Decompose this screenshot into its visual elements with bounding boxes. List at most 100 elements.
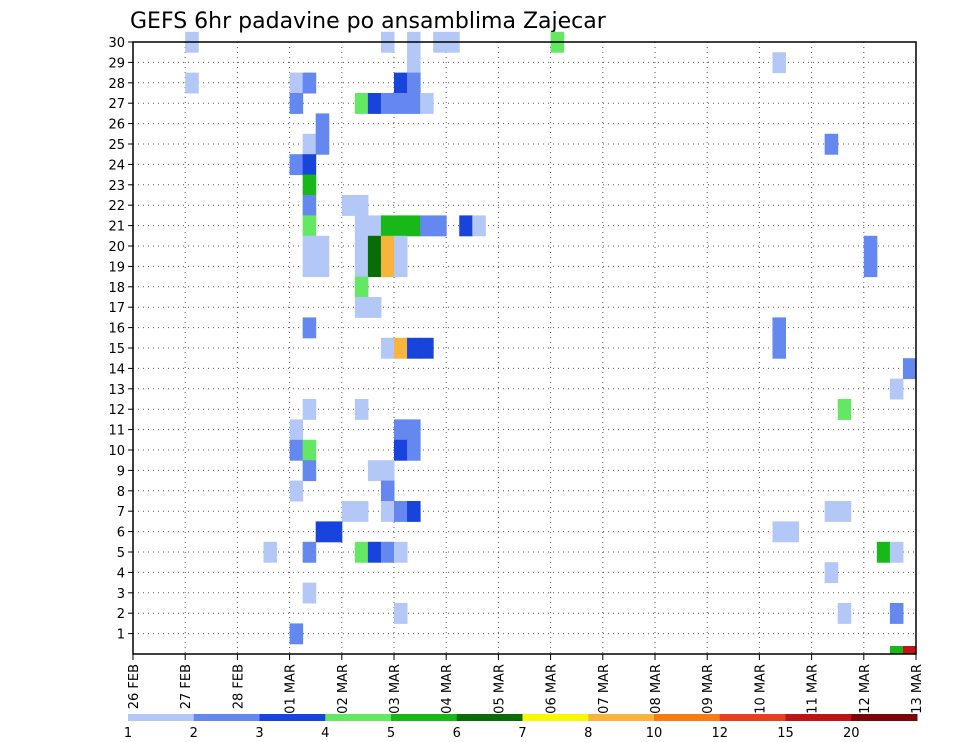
- heatmap-cell: [302, 399, 317, 420]
- heatmap-cell: [302, 439, 317, 461]
- x-tick-label: 13 MAR: [910, 664, 925, 714]
- x-tick-label: 05 MAR: [492, 664, 507, 714]
- heatmap-cell: [302, 582, 317, 604]
- x-tick-label: 26 FEB: [127, 664, 142, 709]
- heatmap-cell: [289, 93, 304, 114]
- y-tick-label: 11: [108, 424, 125, 439]
- heatmap-cell: [772, 317, 786, 339]
- heatmap-cell: [472, 215, 486, 237]
- y-tick-label: 5: [117, 546, 125, 561]
- heatmap-cell: [407, 337, 421, 359]
- heatmap-cell: [394, 603, 408, 624]
- heatmap-cell: [380, 501, 395, 522]
- heatmap-cell: [354, 195, 369, 216]
- colorbar-swatch: [325, 714, 392, 721]
- y-tick-label: 30: [108, 36, 125, 51]
- colorbar-swatch: [456, 714, 523, 721]
- x-tick-label: 02 MAR: [336, 664, 351, 714]
- heatmap-cell: [315, 133, 330, 155]
- heatmap-cell: [837, 603, 852, 624]
- x-axis-ticks: 26 FEB 27 FEB 28 FEB 01 MAR 02 MAR 03 MAR 04 M…: [127, 654, 925, 714]
- heatmap-cell: [354, 541, 369, 563]
- heatmap-cell: [394, 256, 408, 278]
- x-tick-label: 28 FEB: [231, 664, 246, 709]
- heatmap-cell: [354, 256, 369, 278]
- colorbar-label: 3: [255, 726, 263, 741]
- heatmap-cell: [420, 93, 434, 114]
- y-tick-label: 15: [108, 342, 125, 357]
- heatmap-cell: [394, 541, 408, 563]
- heatmap-cell: [394, 93, 408, 114]
- grid: [133, 41, 916, 654]
- heatmap-cell: [302, 154, 317, 176]
- heatmap-cell: [433, 215, 447, 237]
- heatmap-cell: [354, 297, 369, 318]
- y-tick-label: 6: [117, 526, 125, 541]
- colorbar-label: 15: [777, 726, 794, 741]
- heatmap-cell: [394, 501, 408, 522]
- heatmap-cell: [824, 501, 839, 522]
- heatmap-cell: [824, 562, 839, 584]
- y-tick-label: 9: [117, 464, 125, 479]
- y-tick-label: 19: [108, 260, 125, 275]
- heatmap-cell: [263, 541, 278, 563]
- heatmap-cell: [302, 174, 317, 196]
- x-tick-label: 04 MAR: [440, 664, 455, 714]
- y-tick-label: 3: [117, 587, 125, 602]
- colorbar-label: 20: [843, 726, 860, 741]
- colorbar-swatch: [588, 714, 655, 721]
- x-tick-label: 27 FEB: [179, 664, 194, 709]
- heatmap-cell: [394, 235, 408, 257]
- heatmap-cell: [328, 521, 343, 543]
- heatmap-cell: [407, 52, 421, 74]
- y-tick-label: 18: [108, 281, 125, 296]
- heatmap-cell: [354, 399, 369, 420]
- x-tick-label: 08 MAR: [649, 664, 664, 714]
- colorbar-swatch: [654, 714, 721, 721]
- heatmap-cell: [407, 72, 421, 94]
- heatmap-cell: [185, 72, 199, 94]
- heatmap-cell: [863, 256, 878, 278]
- colorbar-label: 6: [453, 726, 461, 741]
- y-tick-label: 17: [108, 301, 125, 316]
- colorbar-swatch: [785, 714, 852, 721]
- y-tick-label: 1: [117, 628, 125, 643]
- heatmap-cell: [394, 419, 408, 441]
- heatmap-cell: [863, 235, 878, 257]
- y-tick-label: 20: [108, 240, 125, 255]
- x-tick-label: 09 MAR: [701, 664, 716, 714]
- heatmap-cell: [380, 480, 395, 502]
- heatmap-cell: [302, 195, 317, 216]
- heatmap-cell: [302, 215, 317, 237]
- heatmap-cell: [302, 235, 317, 257]
- heatmap-cell: [289, 419, 304, 441]
- heatmap-cell: [289, 72, 304, 94]
- heatmap-cell: [772, 521, 786, 543]
- heatmap-cell: [772, 52, 786, 74]
- colorbar: 1 2 3 4 5 6 7 8 10 12 15 20: [124, 714, 918, 741]
- heatmap-cell: [394, 72, 408, 94]
- x-tick-label: 07 MAR: [597, 664, 612, 714]
- y-tick-label: 13: [108, 383, 125, 398]
- heatmap-cell: [407, 439, 421, 461]
- heatmap-cell: [302, 72, 317, 94]
- colorbar-swatch: [851, 714, 918, 721]
- heatmap-cell: [837, 399, 852, 420]
- y-tick-label: 29: [108, 56, 125, 71]
- heatmap-cell: [889, 603, 904, 624]
- heatmap-cell: [302, 460, 317, 482]
- x-tick-label: 03 MAR: [388, 664, 403, 714]
- x-tick-label: 12 MAR: [858, 664, 873, 714]
- heatmap-cell: [420, 215, 434, 237]
- chart-title: GEFS 6hr padavine po ansamblima Zajecar: [130, 9, 607, 34]
- heatmap-cell: [772, 337, 786, 359]
- y-tick-label: 24: [108, 158, 125, 173]
- colorbar-swatch: [522, 714, 589, 721]
- heatmap-cell: [407, 93, 421, 114]
- y-tick-label: 4: [117, 566, 125, 581]
- heatmap-cell: [380, 235, 395, 257]
- y-tick-label: 16: [108, 322, 125, 337]
- heatmap-cell: [876, 541, 891, 563]
- colorbar-swatch: [193, 714, 260, 721]
